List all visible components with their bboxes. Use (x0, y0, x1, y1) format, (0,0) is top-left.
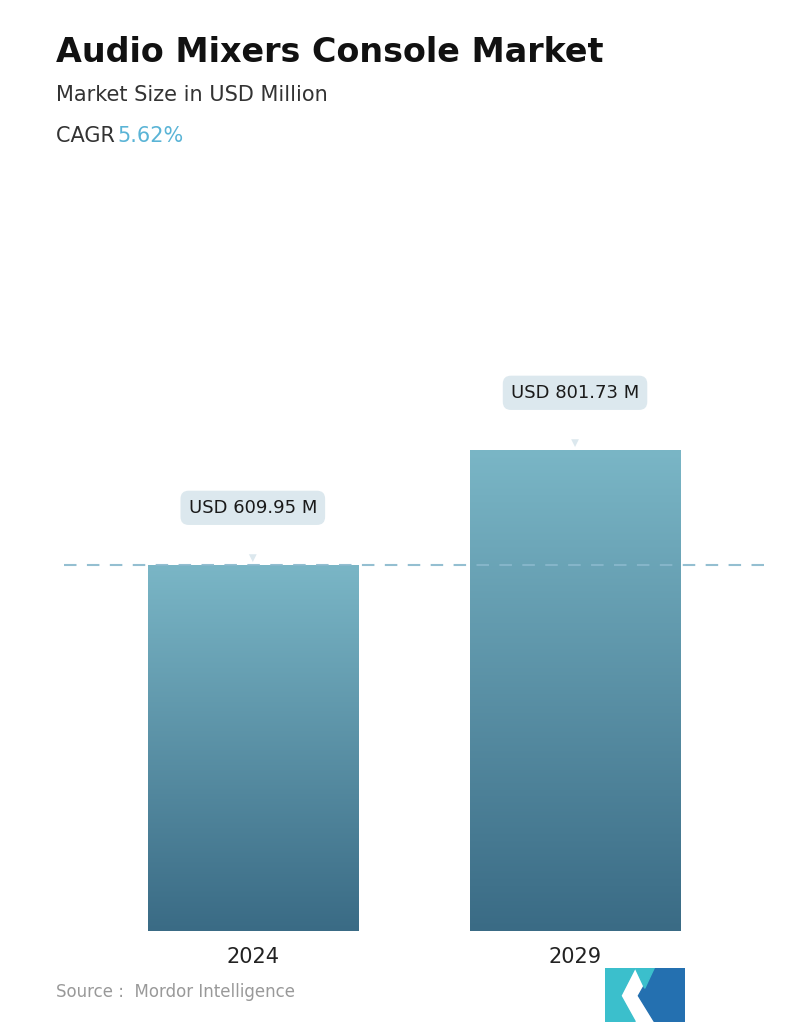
Polygon shape (635, 968, 654, 989)
Text: USD 609.95 M: USD 609.95 M (189, 498, 317, 562)
Text: USD 801.73 M: USD 801.73 M (511, 384, 639, 447)
Text: 5.62%: 5.62% (118, 126, 184, 146)
Polygon shape (638, 968, 685, 1022)
Polygon shape (605, 968, 635, 1022)
Text: Market Size in USD Million: Market Size in USD Million (56, 85, 327, 104)
Text: Source :  Mordor Intelligence: Source : Mordor Intelligence (56, 983, 295, 1001)
Text: CAGR: CAGR (56, 126, 121, 146)
Text: Audio Mixers Console Market: Audio Mixers Console Market (56, 36, 603, 69)
